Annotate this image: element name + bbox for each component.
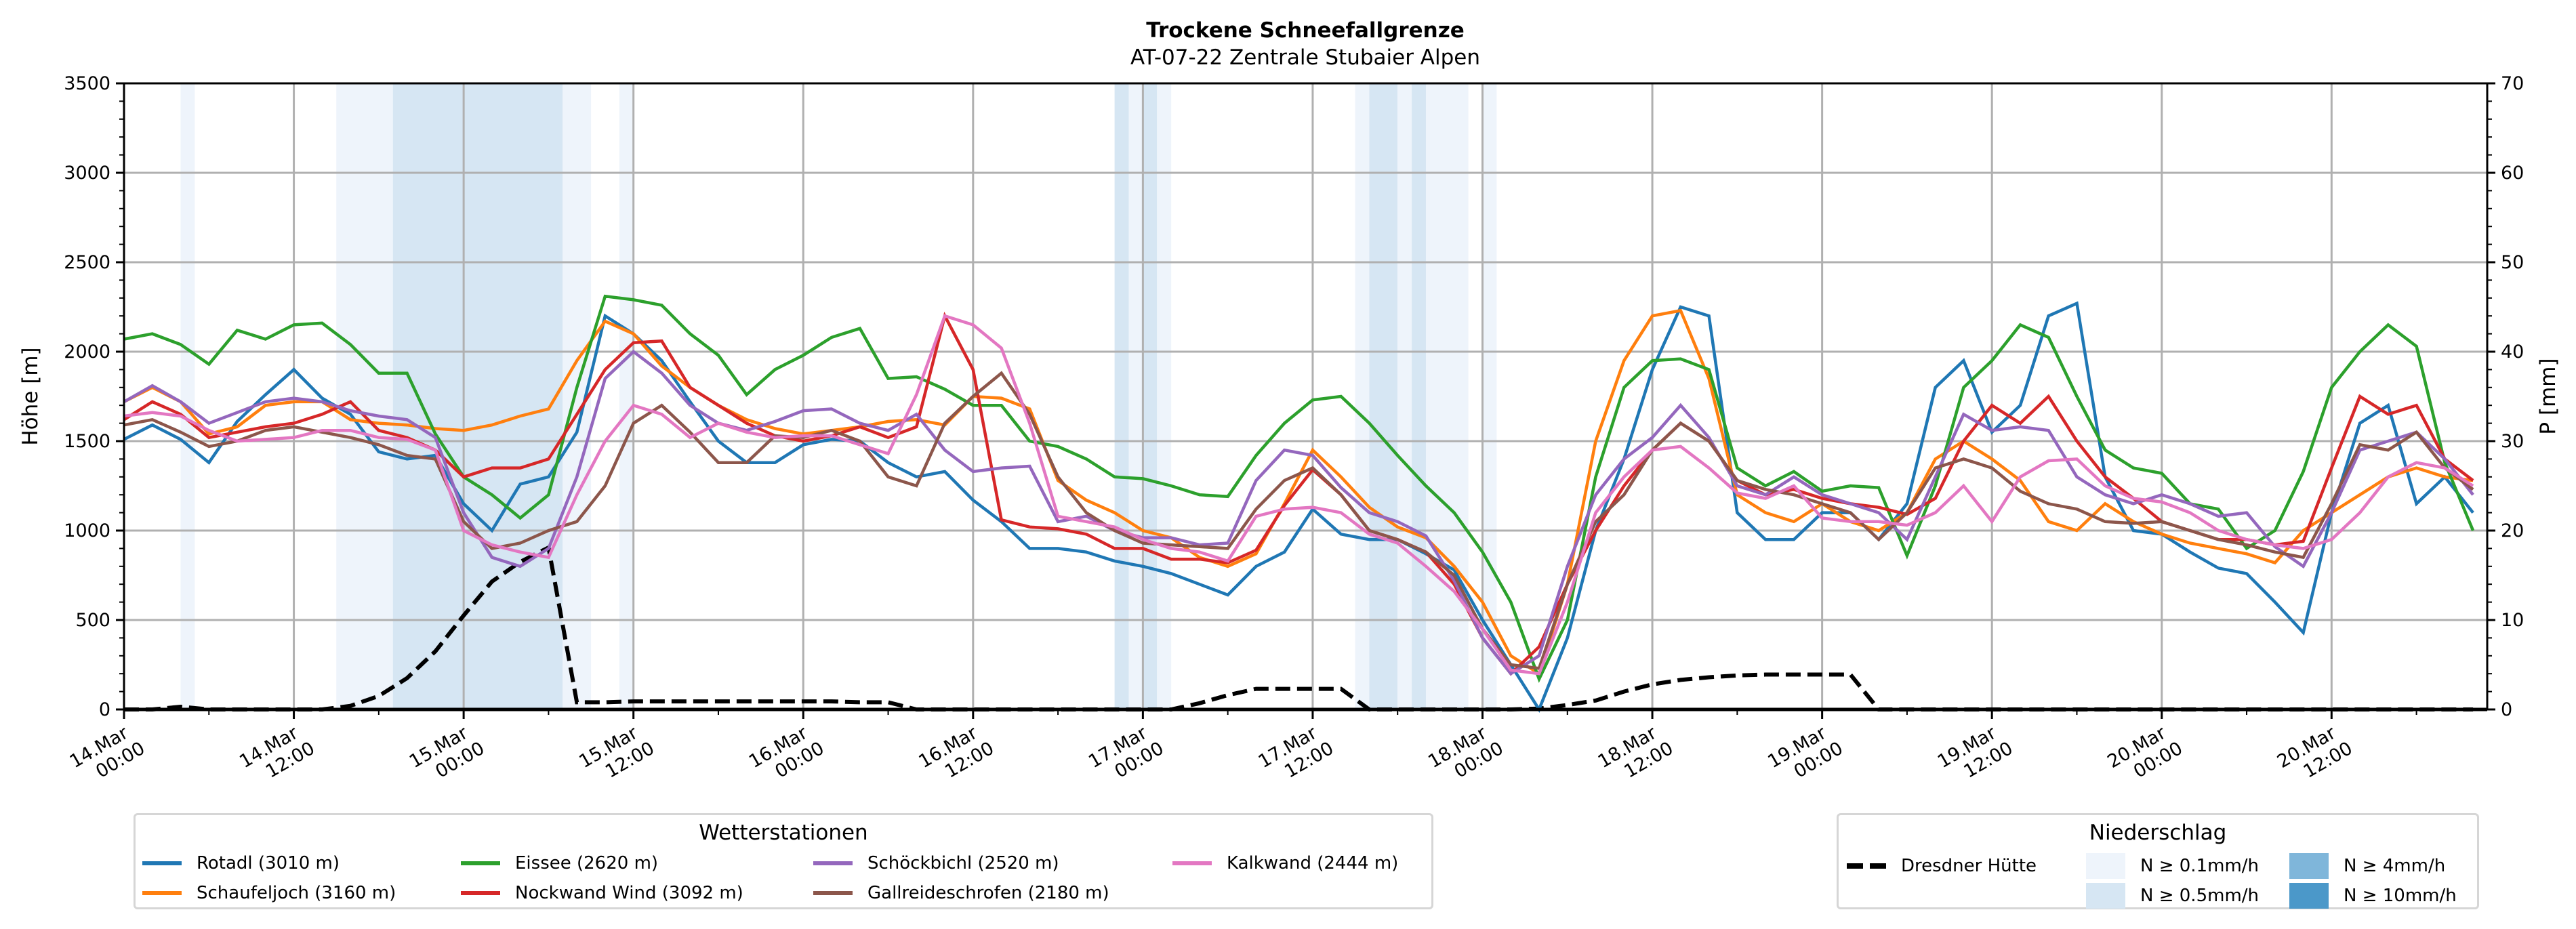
y-tick-label: 3500 [64, 73, 110, 94]
legend-label: Nockwand Wind (3092 m) [515, 883, 743, 903]
chart-title: Trockene Schneefallgrenze [1146, 18, 1465, 43]
legend-label: N ≥ 10mm/h [2344, 886, 2457, 906]
legend-swatch [142, 861, 182, 865]
y2-tick-label: 40 [2501, 342, 2524, 363]
legend-swatch [461, 891, 500, 895]
y2-tick-label: 10 [2501, 610, 2524, 631]
legend-item-precip-class: N ≥ 4mm/h [2289, 853, 2445, 879]
series-lines [123, 294, 2475, 713]
precip-band [1369, 83, 1398, 709]
y2-tick-label: 50 [2501, 252, 2524, 273]
legend-label: N ≥ 0.1mm/h [2140, 856, 2260, 876]
legend-label: Schaufeljoch (3160 m) [197, 883, 396, 903]
precip-band [1114, 83, 1129, 709]
legend-swatch [2086, 853, 2125, 879]
precip-band [1397, 83, 1412, 709]
y-tick-label: 1000 [64, 520, 110, 541]
precip-band [1412, 83, 1426, 709]
y2-tick-label: 30 [2501, 431, 2524, 452]
legend-precip-title: Niederschlag [2089, 821, 2227, 845]
dashed-line-swatch [1847, 863, 1886, 869]
legend-swatch [2086, 883, 2125, 909]
legend-swatch [2289, 883, 2329, 909]
y-tick-label: 500 [75, 610, 110, 631]
precip-band [1482, 83, 1497, 709]
legend-label: Rotadl (3010 m) [197, 853, 340, 873]
legend-label: Kalkwand (2444 m) [1227, 853, 1399, 873]
legend-swatch [142, 891, 182, 895]
legend-precip: Niederschlag Dresdner Hütte N ≥ 0.1mm/h N… [1837, 813, 2479, 909]
y2-tick-label: 70 [2501, 73, 2524, 94]
precip-band [619, 83, 634, 709]
legend-swatch [2289, 853, 2329, 879]
legend-stations: Wetterstationen Rotadl (3010 m) Schaufelj… [134, 813, 1433, 909]
precip-bands [180, 83, 1497, 709]
legend-item-precip-class: N ≥ 0.5mm/h [2086, 883, 2259, 909]
y-tick-label: 1500 [64, 431, 110, 452]
legend-item-station: Schöckbichl (2520 m) [813, 853, 1059, 873]
chart-subtitle: AT-07-22 Zentrale Stubaier Alpen [1130, 45, 1480, 70]
chart: 0 500 1000 1500 2000 2500 3000 3500 0 10 20 30 40 50 6… [18, 18, 2560, 783]
legend-label: N ≥ 4mm/h [2344, 856, 2446, 876]
legend-item-precip-class: N ≥ 10mm/h [2289, 883, 2457, 909]
precip-band [336, 83, 393, 709]
legend-swatch [813, 891, 853, 895]
series-line-6 [123, 314, 2474, 676]
precip-band [392, 83, 563, 709]
legend-swatch [813, 861, 853, 865]
precip-band [1143, 83, 1158, 709]
legend-item-station: Schaufeljoch (3160 m) [142, 883, 396, 903]
legend-item-station: Rotadl (3010 m) [142, 853, 340, 873]
legend-label: Gallreideschrofen (2180 m) [867, 883, 1109, 903]
precip-band [1128, 83, 1143, 709]
series-line-4 [123, 350, 2474, 676]
legend-item-reference: Dresdner Hütte [1847, 853, 2037, 879]
legend-item-station: Nockwand Wind (3092 m) [461, 883, 743, 903]
y-tick-label: 2000 [64, 342, 110, 363]
y-axis-label: Höhe [m] [18, 347, 43, 445]
legend-item-station: Gallreideschrofen (2180 m) [813, 883, 1109, 903]
legend-item-precip-class: N ≥ 0.1mm/h [2086, 853, 2259, 879]
series-line-0 [123, 301, 2474, 713]
precip-band [180, 83, 195, 709]
legend-label: Dresdner Hütte [1901, 856, 2037, 876]
legend-stations-title: Wetterstationen [699, 821, 868, 845]
legend-swatch [461, 861, 500, 865]
precip-band [1355, 83, 1370, 709]
precip-band [1157, 83, 1172, 709]
series-line-1 [123, 308, 2474, 676]
legend-item-station: Eissee (2620 m) [461, 853, 658, 873]
y2-axis-label: P [mm] [2536, 358, 2560, 434]
precip-band [1425, 83, 1469, 709]
y-tick-label: 2500 [64, 252, 110, 273]
series-line-5 [123, 371, 2474, 670]
legend-swatch [1172, 861, 1212, 865]
y-tick-label: 0 [99, 699, 110, 720]
y2-tick-label: 20 [2501, 520, 2524, 541]
legend-label: Eissee (2620 m) [515, 853, 659, 873]
y-tick-label: 3000 [64, 163, 110, 184]
legend-label: N ≥ 0.5mm/h [2140, 886, 2260, 906]
legend-item-station: Kalkwand (2444 m) [1172, 853, 1398, 873]
y2-tick-label: 60 [2501, 163, 2524, 184]
series-line-2 [123, 294, 2475, 683]
legend-label: Schöckbichl (2520 m) [867, 853, 1059, 873]
series-line-3 [123, 311, 2474, 676]
y2-tick-label: 0 [2501, 699, 2512, 720]
